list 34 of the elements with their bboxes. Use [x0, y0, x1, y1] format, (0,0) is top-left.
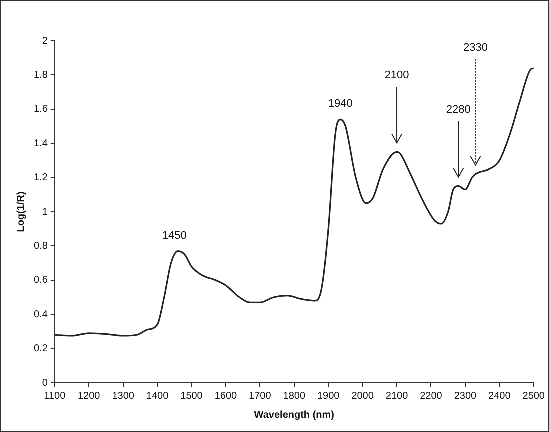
x-tick-label: 1700 [249, 390, 272, 402]
x-tick-label: 1400 [146, 390, 170, 402]
x-tick-label: 1200 [78, 390, 101, 402]
x-tick-label: 2400 [488, 390, 512, 402]
x-tick-label: 2100 [386, 390, 409, 402]
x-tick-label: 2300 [454, 390, 478, 402]
y-tick-label: 1 [42, 206, 48, 218]
y-tick-label: 0.8 [34, 240, 48, 252]
annotation: 2330 [463, 42, 488, 54]
annotation: 1940 [328, 98, 353, 110]
y-axis-title: Log(1/R) [16, 192, 27, 232]
annotation: 1450 [162, 230, 187, 242]
y-tick-label: 1.6 [34, 104, 48, 116]
line-series [54, 68, 534, 337]
x-tick-label: 1100 [44, 390, 66, 402]
annotation: 2280 [446, 104, 471, 116]
y-tick-label: 0 [42, 378, 48, 389]
y-tick-label: 0.2 [34, 344, 48, 355]
y-tick-label: 0.4 [34, 309, 48, 320]
x-tick-label: 1500 [180, 390, 204, 402]
x-tick-label: 1900 [317, 390, 340, 402]
x-tick-label: 1800 [283, 390, 306, 402]
y-tick-label: 1.8 [34, 70, 48, 81]
x-tick-label: 2000 [352, 390, 374, 402]
x-tick-label: 2200 [420, 390, 443, 402]
x-axis-title: Wavelength (nm) [254, 410, 334, 421]
y-tick-label: 1.2 [34, 172, 48, 184]
annotation: 2100 [384, 70, 410, 82]
x-tick-label: 1300 [112, 390, 135, 402]
y-tick-label: 0.6 [34, 275, 48, 286]
x-tick-label: 2500 [522, 390, 546, 402]
x-tick-label: 1600 [214, 390, 238, 402]
y-tick-label: 2 [42, 36, 48, 47]
y-tick-label: 1.4 [34, 138, 48, 150]
